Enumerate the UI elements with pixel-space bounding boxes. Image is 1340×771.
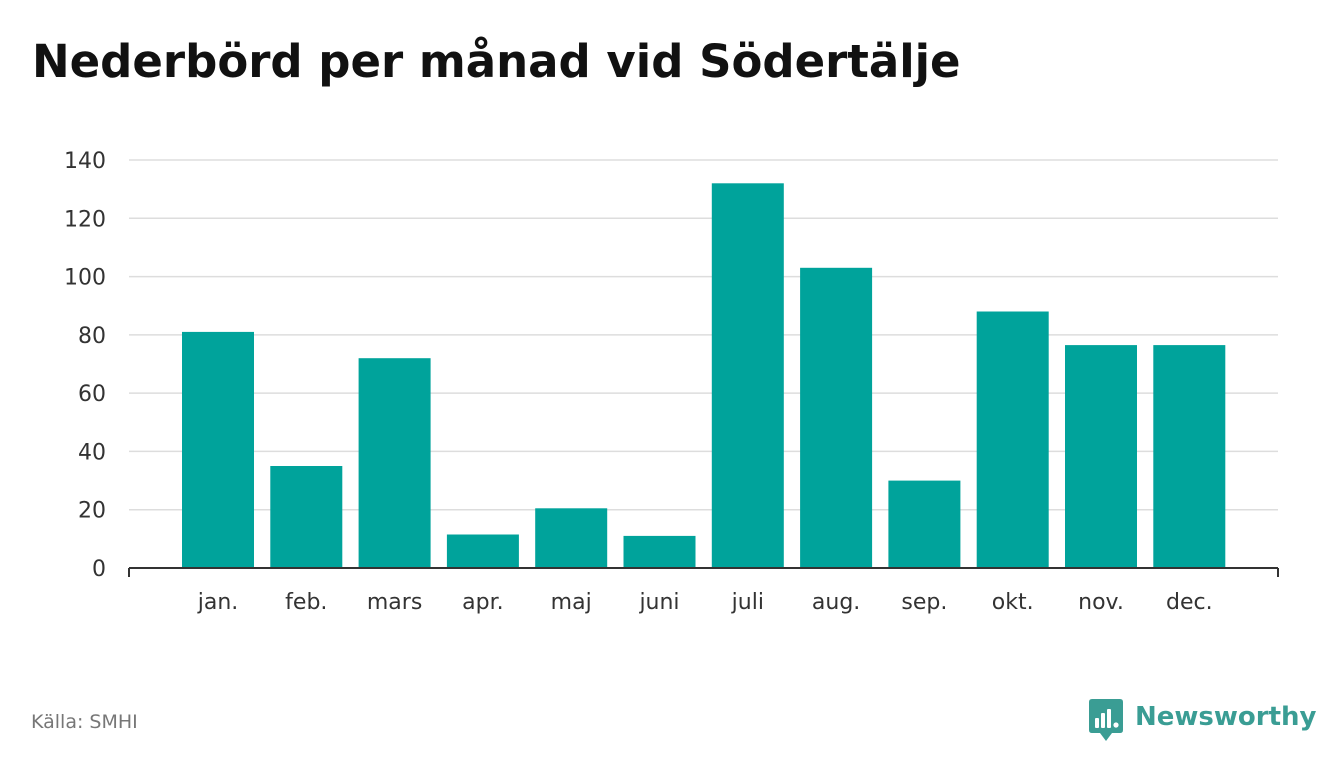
y-tick-label: 80 xyxy=(78,324,106,349)
x-tick-label: maj xyxy=(551,590,592,615)
x-tick-label: apr. xyxy=(462,590,503,615)
y-tick-label: 140 xyxy=(64,149,106,174)
bar-apr xyxy=(446,534,519,568)
bar-mars xyxy=(358,358,431,568)
brand-logo: Newsworthy xyxy=(1088,698,1316,742)
bar-juli xyxy=(711,183,784,569)
axes xyxy=(128,567,1279,577)
brand-name: Newsworthy xyxy=(1135,702,1317,732)
x-tick-label: okt. xyxy=(992,590,1034,615)
newsworthy-logo-icon xyxy=(1089,699,1123,741)
bar-sep xyxy=(888,480,961,568)
y-tick-label: 0 xyxy=(92,557,106,582)
bar-dec xyxy=(1153,345,1226,568)
source-note: Källa: SMHI xyxy=(31,711,138,733)
y-tick-label: 120 xyxy=(64,207,106,232)
x-tick-label: mars xyxy=(367,590,422,615)
bar-jan xyxy=(182,331,254,568)
y-tick-label: 20 xyxy=(78,499,106,524)
x-tick-label: aug. xyxy=(812,590,860,615)
x-tick-label: feb. xyxy=(285,590,327,615)
tick-labels: 0 20 40 60 80 100 120 140 jan. feb. mars apr. maj jun… xyxy=(64,149,1213,615)
chart-title: Nederbörd per månad vid Södertälje xyxy=(32,35,961,88)
bar-maj xyxy=(535,508,608,568)
bar-feb xyxy=(270,466,343,568)
bar-juni xyxy=(623,535,696,568)
x-tick-label: jan. xyxy=(197,590,239,615)
x-tick-label: juni xyxy=(638,590,679,615)
x-tick-label: nov. xyxy=(1078,590,1124,615)
x-tick-label: juli xyxy=(731,590,764,615)
x-tick-label: sep. xyxy=(901,590,947,615)
bar-aug xyxy=(800,267,873,568)
bar-okt xyxy=(976,311,1049,568)
x-tick-label: dec. xyxy=(1166,590,1213,615)
bar-nov xyxy=(1065,345,1137,568)
y-tick-label: 100 xyxy=(64,266,106,291)
y-tick-label: 60 xyxy=(78,382,106,407)
y-tick-label: 40 xyxy=(78,440,106,465)
bars xyxy=(182,183,1226,569)
